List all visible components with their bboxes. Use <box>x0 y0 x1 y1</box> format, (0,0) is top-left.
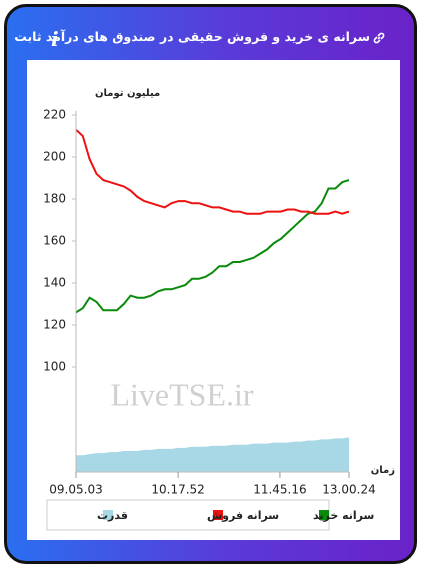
legend-swatch <box>103 510 113 520</box>
legend-box <box>46 499 330 531</box>
line <box>75 128 350 215</box>
legend-label: قدرت <box>97 509 128 522</box>
x-tick-label: 13.00.24 <box>322 483 375 497</box>
x-axis-label: زمان <box>371 465 395 476</box>
link-icon[interactable] <box>372 31 386 45</box>
y-tick-label: 220 <box>43 108 66 122</box>
legend-label: سرانه فروش <box>207 509 279 522</box>
legend-swatch <box>319 510 329 520</box>
y-axis-label: میلیون تومان <box>95 88 160 99</box>
watermark: LiveTSE.ir <box>110 376 253 412</box>
area <box>76 437 349 472</box>
y-tick-label: 200 <box>43 150 66 164</box>
legend-swatch <box>213 510 223 520</box>
x-tick-label: 11.45.16 <box>253 483 306 497</box>
card-title: سرانه ی خرید و فروش حقیقی در صندوق های د… <box>14 29 370 44</box>
legend-label: سرانه خرید <box>313 509 374 522</box>
y-tick-label: 160 <box>43 234 66 248</box>
y-tick-label: 120 <box>43 318 66 332</box>
info-icon[interactable]: i <box>51 27 59 51</box>
y-tick-label: 100 <box>43 360 66 374</box>
y-tick-label: 140 <box>43 276 66 290</box>
chart: میلیون تومان زمان LiveTSE.ir 100 120 140 160 18… <box>43 88 395 531</box>
x-tick-label: 10.17.52 <box>151 483 204 497</box>
chart-panel: میلیون تومان زمان LiveTSE.ir 100 120 140 160 18… <box>27 60 400 540</box>
y-tick-label: 180 <box>43 192 66 206</box>
line <box>75 179 350 314</box>
x-tick-label: 09.05.03 <box>49 483 102 497</box>
